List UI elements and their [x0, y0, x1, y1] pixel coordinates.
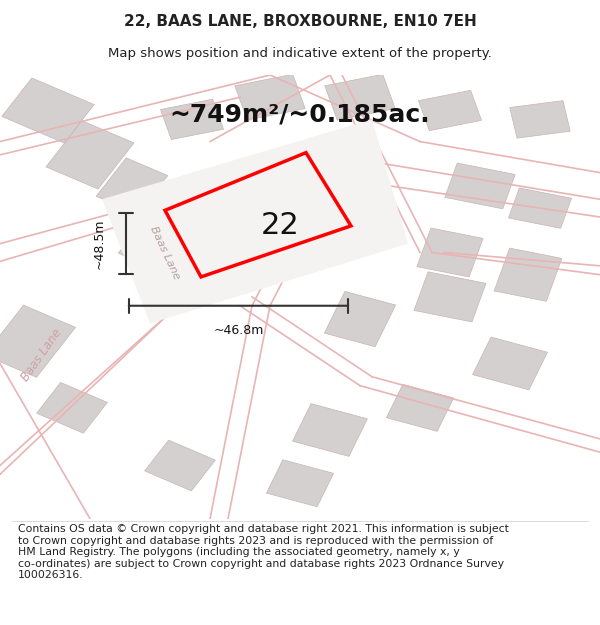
Bar	[445, 163, 515, 209]
Bar	[2, 78, 94, 143]
Bar	[418, 91, 482, 131]
Text: 22, BAAS LANE, BROXBOURNE, EN10 7EH: 22, BAAS LANE, BROXBOURNE, EN10 7EH	[124, 14, 476, 29]
Text: ~46.8m: ~46.8m	[214, 324, 263, 337]
Bar	[160, 99, 224, 139]
Polygon shape	[102, 119, 408, 324]
Bar	[0, 305, 76, 378]
Bar	[386, 384, 454, 431]
Text: 22: 22	[260, 211, 299, 240]
Text: Map shows position and indicative extent of the property.: Map shows position and indicative extent…	[108, 48, 492, 61]
Bar	[325, 291, 395, 347]
Bar	[118, 219, 182, 269]
Bar	[508, 188, 572, 228]
Text: Baas Lane: Baas Lane	[148, 224, 182, 281]
Bar	[96, 158, 168, 214]
Text: ~749m²/~0.185ac.: ~749m²/~0.185ac.	[170, 103, 430, 127]
Bar	[293, 404, 367, 456]
Bar	[266, 460, 334, 507]
Bar	[235, 74, 305, 120]
Text: ~48.5m: ~48.5m	[92, 218, 106, 269]
Bar	[473, 337, 547, 390]
Bar	[510, 101, 570, 138]
Text: Contains OS data © Crown copyright and database right 2021. This information is : Contains OS data © Crown copyright and d…	[18, 524, 509, 581]
Text: Baas Lane: Baas Lane	[19, 326, 65, 383]
Bar	[494, 248, 562, 301]
Bar	[417, 228, 483, 277]
Bar	[414, 272, 486, 322]
Bar	[37, 382, 107, 433]
Bar	[325, 74, 395, 120]
Bar	[46, 121, 134, 189]
Bar	[145, 440, 215, 491]
